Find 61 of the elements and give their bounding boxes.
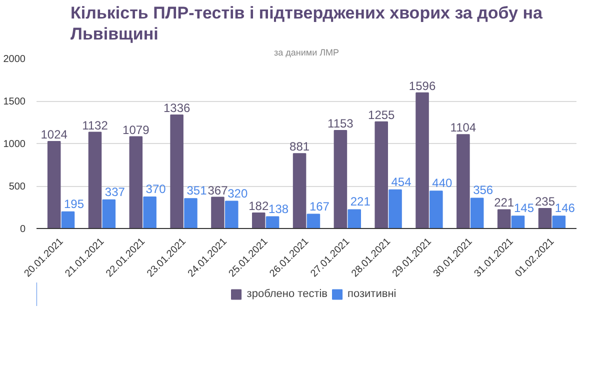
data-label: 356 — [473, 183, 494, 198]
chart-title: Кількість ПЛР-тестів і підтверджених хворих за добу на Львівщині — [70, 4, 544, 44]
data-label: 370 — [146, 182, 166, 196]
y-tick-label: 2000 — [3, 54, 26, 65]
legend-label: зроблено тестів — [246, 288, 328, 300]
bar — [511, 216, 525, 228]
bar — [225, 200, 238, 228]
bar — [266, 216, 280, 228]
data-label: 221 — [494, 196, 514, 210]
bar — [252, 212, 266, 228]
bar — [292, 153, 306, 228]
y-tick-label: 500 — [8, 182, 26, 192]
data-label: 337 — [104, 184, 126, 199]
bar — [430, 190, 443, 228]
data-label: 1596 — [408, 78, 436, 93]
bar — [456, 134, 470, 228]
bar — [348, 209, 361, 228]
bar — [61, 211, 75, 228]
data-label: 182 — [248, 199, 269, 214]
y-tick-label: 1500 — [3, 96, 26, 108]
data-label: 1024 — [40, 127, 68, 142]
bar — [374, 121, 388, 228]
data-label: 1336 — [163, 100, 190, 115]
y-tick-label: 1000 — [3, 139, 26, 150]
data-label: 440 — [432, 176, 453, 190]
data-label: 145 — [514, 201, 534, 216]
y-tick-label: 0 — [20, 224, 26, 235]
legend-label: позитивні — [348, 288, 396, 300]
data-label: 235 — [534, 194, 556, 209]
data-label: 167 — [309, 199, 330, 214]
bar — [88, 132, 102, 228]
data-label: 1104 — [450, 120, 476, 135]
data-label: 320 — [228, 186, 248, 200]
data-label: 146 — [554, 201, 576, 216]
data-label: 367 — [208, 183, 228, 198]
bar — [184, 198, 198, 228]
bar — [416, 92, 429, 228]
data-label: 881 — [290, 140, 310, 154]
bar — [47, 140, 61, 228]
chart-subtitle: за даними ЛМР — [274, 48, 340, 58]
data-label: 221 — [350, 194, 371, 209]
data-label: 1153 — [328, 116, 354, 130]
bar — [470, 198, 484, 228]
bar — [497, 209, 511, 228]
bar — [102, 199, 116, 228]
data-label: 1132 — [82, 118, 108, 132]
bar — [552, 216, 566, 228]
data-label: 138 — [268, 202, 289, 216]
bar — [170, 114, 184, 228]
bar — [334, 130, 348, 228]
bar — [211, 196, 224, 228]
bar — [538, 208, 552, 228]
data-label: 195 — [64, 196, 84, 211]
bar — [129, 136, 143, 228]
data-label: 454 — [391, 174, 412, 189]
bar — [388, 189, 402, 228]
data-label: 351 — [186, 184, 208, 198]
data-label: 1255 — [368, 108, 396, 122]
bar — [306, 214, 320, 228]
bar — [143, 196, 156, 228]
data-label: 1079 — [122, 122, 150, 137]
